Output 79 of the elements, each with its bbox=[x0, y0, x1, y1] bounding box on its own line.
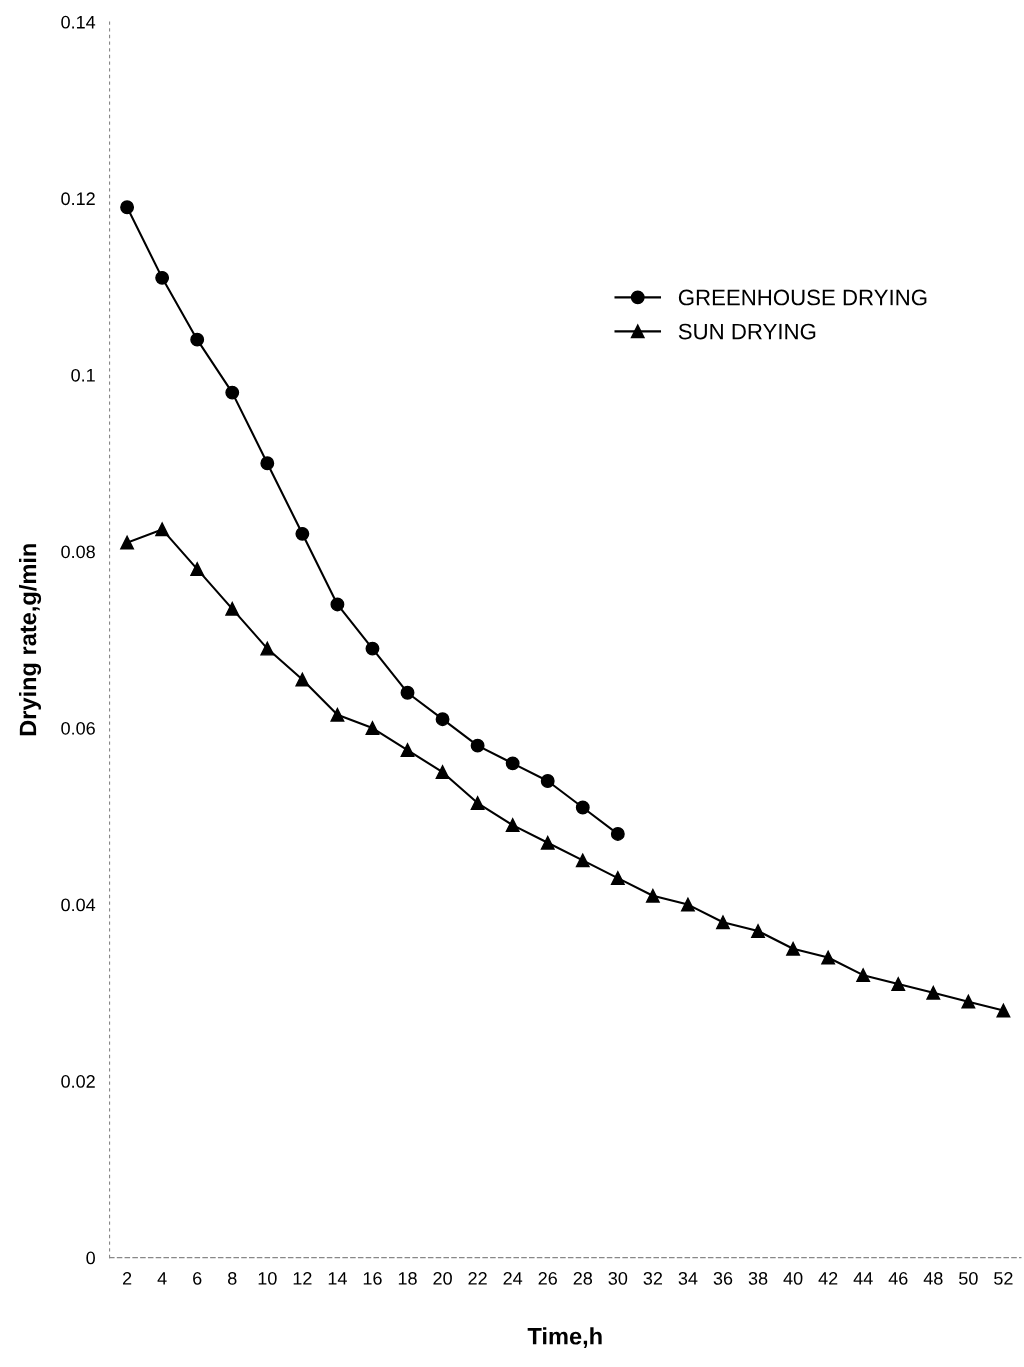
point bbox=[435, 765, 450, 780]
point bbox=[120, 535, 135, 550]
x-tick-label: 40 bbox=[783, 1272, 803, 1285]
x-tick-label: 42 bbox=[818, 1272, 838, 1285]
point bbox=[190, 562, 205, 577]
x-axis-title: Time,h bbox=[527, 1327, 602, 1349]
point bbox=[751, 924, 765, 938]
point bbox=[786, 941, 801, 956]
point bbox=[505, 756, 520, 771]
point bbox=[540, 835, 555, 850]
point bbox=[716, 915, 730, 930]
point bbox=[295, 526, 310, 541]
point bbox=[470, 796, 485, 810]
x-tick-label: 34 bbox=[678, 1272, 698, 1285]
y-axis-title: Drying rate,g/min bbox=[18, 544, 42, 736]
x-tick-label: 12 bbox=[293, 1272, 312, 1285]
x-tick-label: 28 bbox=[573, 1272, 593, 1285]
point bbox=[435, 712, 450, 727]
point bbox=[330, 597, 345, 612]
point bbox=[610, 871, 625, 886]
legend-label: GREENHOUSE DRYING bbox=[678, 289, 927, 306]
x-tick-label: 8 bbox=[228, 1272, 237, 1285]
x-tick-label: 24 bbox=[503, 1272, 523, 1285]
x-tick-label: 4 bbox=[157, 1272, 167, 1285]
point bbox=[610, 827, 625, 841]
point bbox=[365, 721, 380, 735]
x-tick-label: 26 bbox=[538, 1272, 557, 1285]
point bbox=[400, 743, 415, 758]
point bbox=[295, 672, 310, 687]
point bbox=[155, 522, 170, 537]
point bbox=[680, 897, 695, 912]
point bbox=[190, 332, 205, 347]
legend-label: SUN DRYING bbox=[678, 323, 816, 340]
point bbox=[365, 641, 380, 656]
point bbox=[961, 994, 976, 1009]
point bbox=[260, 641, 275, 656]
x-tick-label: 44 bbox=[853, 1272, 873, 1285]
x-tick-label: 20 bbox=[433, 1272, 452, 1285]
point bbox=[470, 738, 485, 753]
x-tick-label: 30 bbox=[608, 1272, 628, 1285]
point bbox=[645, 888, 660, 903]
point bbox=[330, 707, 345, 722]
x-tick-label: 48 bbox=[923, 1272, 943, 1285]
x-tick-label: 16 bbox=[363, 1272, 382, 1285]
point bbox=[505, 818, 520, 833]
point bbox=[821, 950, 836, 965]
x-tick-label: 52 bbox=[994, 1272, 1013, 1285]
y-tick-label: 0.04 bbox=[61, 898, 96, 912]
point bbox=[575, 853, 590, 868]
y-tick-label: 0.14 bbox=[61, 15, 96, 29]
x-tick-label: 10 bbox=[258, 1272, 277, 1285]
point bbox=[400, 685, 415, 700]
y-tick-label: 0.02 bbox=[61, 1075, 95, 1088]
y-tick-label: 0.1 bbox=[71, 368, 95, 382]
x-tick-label: 14 bbox=[328, 1272, 347, 1285]
x-tick-label: 50 bbox=[959, 1272, 978, 1285]
y-tick-label: 0.08 bbox=[61, 545, 95, 559]
x-tick-label: 46 bbox=[888, 1272, 908, 1285]
point bbox=[540, 774, 555, 788]
x-tick-label: 18 bbox=[398, 1272, 417, 1285]
point bbox=[260, 456, 275, 471]
x-tick-label: 22 bbox=[468, 1272, 487, 1285]
point bbox=[926, 985, 941, 1000]
point bbox=[225, 385, 240, 400]
point bbox=[891, 977, 906, 991]
x-tick-label: 2 bbox=[122, 1272, 132, 1285]
point bbox=[996, 1003, 1011, 1018]
y-tick-label: 0.06 bbox=[61, 721, 95, 735]
y-tick-label: 0.12 bbox=[61, 192, 95, 206]
point bbox=[856, 968, 871, 983]
x-tick-label: 32 bbox=[643, 1272, 663, 1285]
point bbox=[120, 200, 135, 215]
x-tick-label: 6 bbox=[193, 1272, 202, 1285]
y-tick-label: 0 bbox=[86, 1251, 95, 1265]
x-tick-label: 38 bbox=[748, 1272, 768, 1285]
x-tick-label: 36 bbox=[713, 1272, 733, 1285]
point bbox=[225, 601, 240, 616]
point bbox=[155, 270, 170, 285]
point bbox=[575, 800, 590, 815]
